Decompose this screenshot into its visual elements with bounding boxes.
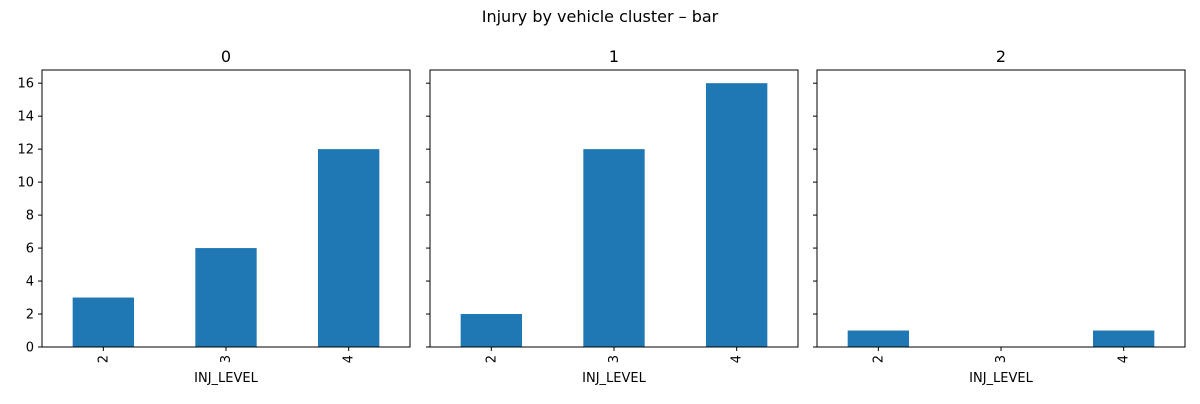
bar — [318, 149, 380, 347]
bar — [72, 297, 134, 347]
x-tick-label: 4 — [1117, 355, 1132, 363]
x-tick-label: 2 — [96, 355, 111, 363]
y-tick-label: 2 — [26, 308, 34, 323]
x-tick-label: 4 — [342, 355, 357, 363]
y-tick-label: 8 — [26, 209, 34, 224]
panel-1: 1 2 3 4 INJ_LEVEL — [426, 47, 799, 386]
y-tick-label: 0 — [26, 341, 34, 356]
x-tick-label: 4 — [730, 355, 745, 363]
x-tick-label: 2 — [871, 355, 886, 363]
bar — [1093, 330, 1155, 347]
bar — [706, 83, 768, 347]
y-tick-label: 4 — [26, 275, 34, 290]
y-tick-label: 16 — [17, 77, 34, 92]
axes-frame — [41, 69, 411, 348]
x-axis-label: INJ_LEVEL — [194, 371, 258, 386]
panel-title: 1 — [609, 47, 619, 66]
bar — [583, 149, 645, 347]
panel-2: 2 2 3 4 INJ_LEVEL — [813, 47, 1186, 386]
x-tick-label: 2 — [484, 355, 499, 363]
x-tick-label: 3 — [994, 355, 1009, 363]
axes-frame — [429, 69, 799, 348]
bar — [460, 314, 522, 347]
panel-title: 2 — [996, 47, 1006, 66]
axes-frame — [816, 69, 1186, 348]
chart-title: Injury by vehicle cluster – bar — [482, 7, 719, 26]
panel-title: 0 — [221, 47, 231, 66]
y-tick-label: 6 — [26, 242, 34, 257]
x-tick-label: 3 — [607, 355, 622, 363]
bar — [195, 248, 257, 347]
bar — [847, 330, 909, 347]
x-axis-label: INJ_LEVEL — [582, 371, 646, 386]
panel-0: 0 2 3 4 0 2 4 6 8 10 12 14 16 INJ_LEVEL — [17, 47, 411, 386]
x-axis-label: INJ_LEVEL — [969, 371, 1033, 386]
y-tick-label: 10 — [17, 176, 34, 191]
y-tick-label: 14 — [17, 110, 34, 125]
x-tick-label: 3 — [219, 355, 234, 363]
y-tick-label: 12 — [17, 143, 34, 158]
